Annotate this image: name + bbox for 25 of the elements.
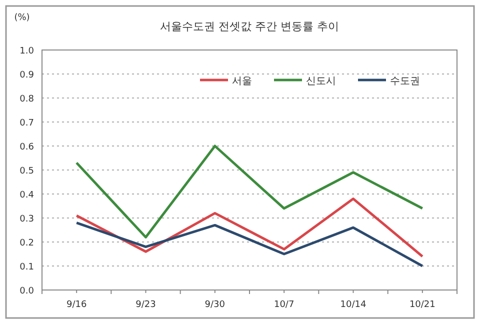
- y-tick-label: 0.1: [20, 262, 34, 272]
- line-series: [75, 144, 424, 238]
- legend-label: 서울: [232, 76, 252, 87]
- line-series: [75, 198, 424, 258]
- y-tick-label: 0.0: [20, 286, 34, 296]
- y-tick-label: 1.0: [20, 46, 34, 56]
- y-tick-label: 0.6: [20, 142, 34, 152]
- y-tick-label: 0.3: [20, 214, 34, 224]
- line-series: [75, 222, 424, 268]
- legend-label: 수도권: [390, 76, 420, 87]
- y-tick-label: 0.5: [20, 166, 34, 176]
- y-tick-label: 0.8: [20, 94, 34, 104]
- y-tick-label: 0.2: [20, 238, 34, 248]
- y-axis-title: (%): [14, 13, 30, 23]
- x-tick-label: 10/21: [409, 300, 436, 310]
- y-tick-label: 0.9: [20, 70, 34, 80]
- y-tick-label: 0.4: [20, 190, 34, 200]
- y-tick-label: 0.7: [20, 118, 34, 128]
- legend-label: 신도시: [306, 76, 336, 87]
- chart-title: 서울수도권 전셋값 주간 변동률 추이: [160, 20, 339, 33]
- x-tick-label: 9/23: [136, 300, 156, 310]
- x-tick-label: 9/30: [204, 300, 226, 310]
- x-tick-label: 9/16: [66, 300, 87, 310]
- x-tick-label: 10/14: [340, 300, 366, 310]
- x-tick-label: 10/7: [274, 300, 294, 310]
